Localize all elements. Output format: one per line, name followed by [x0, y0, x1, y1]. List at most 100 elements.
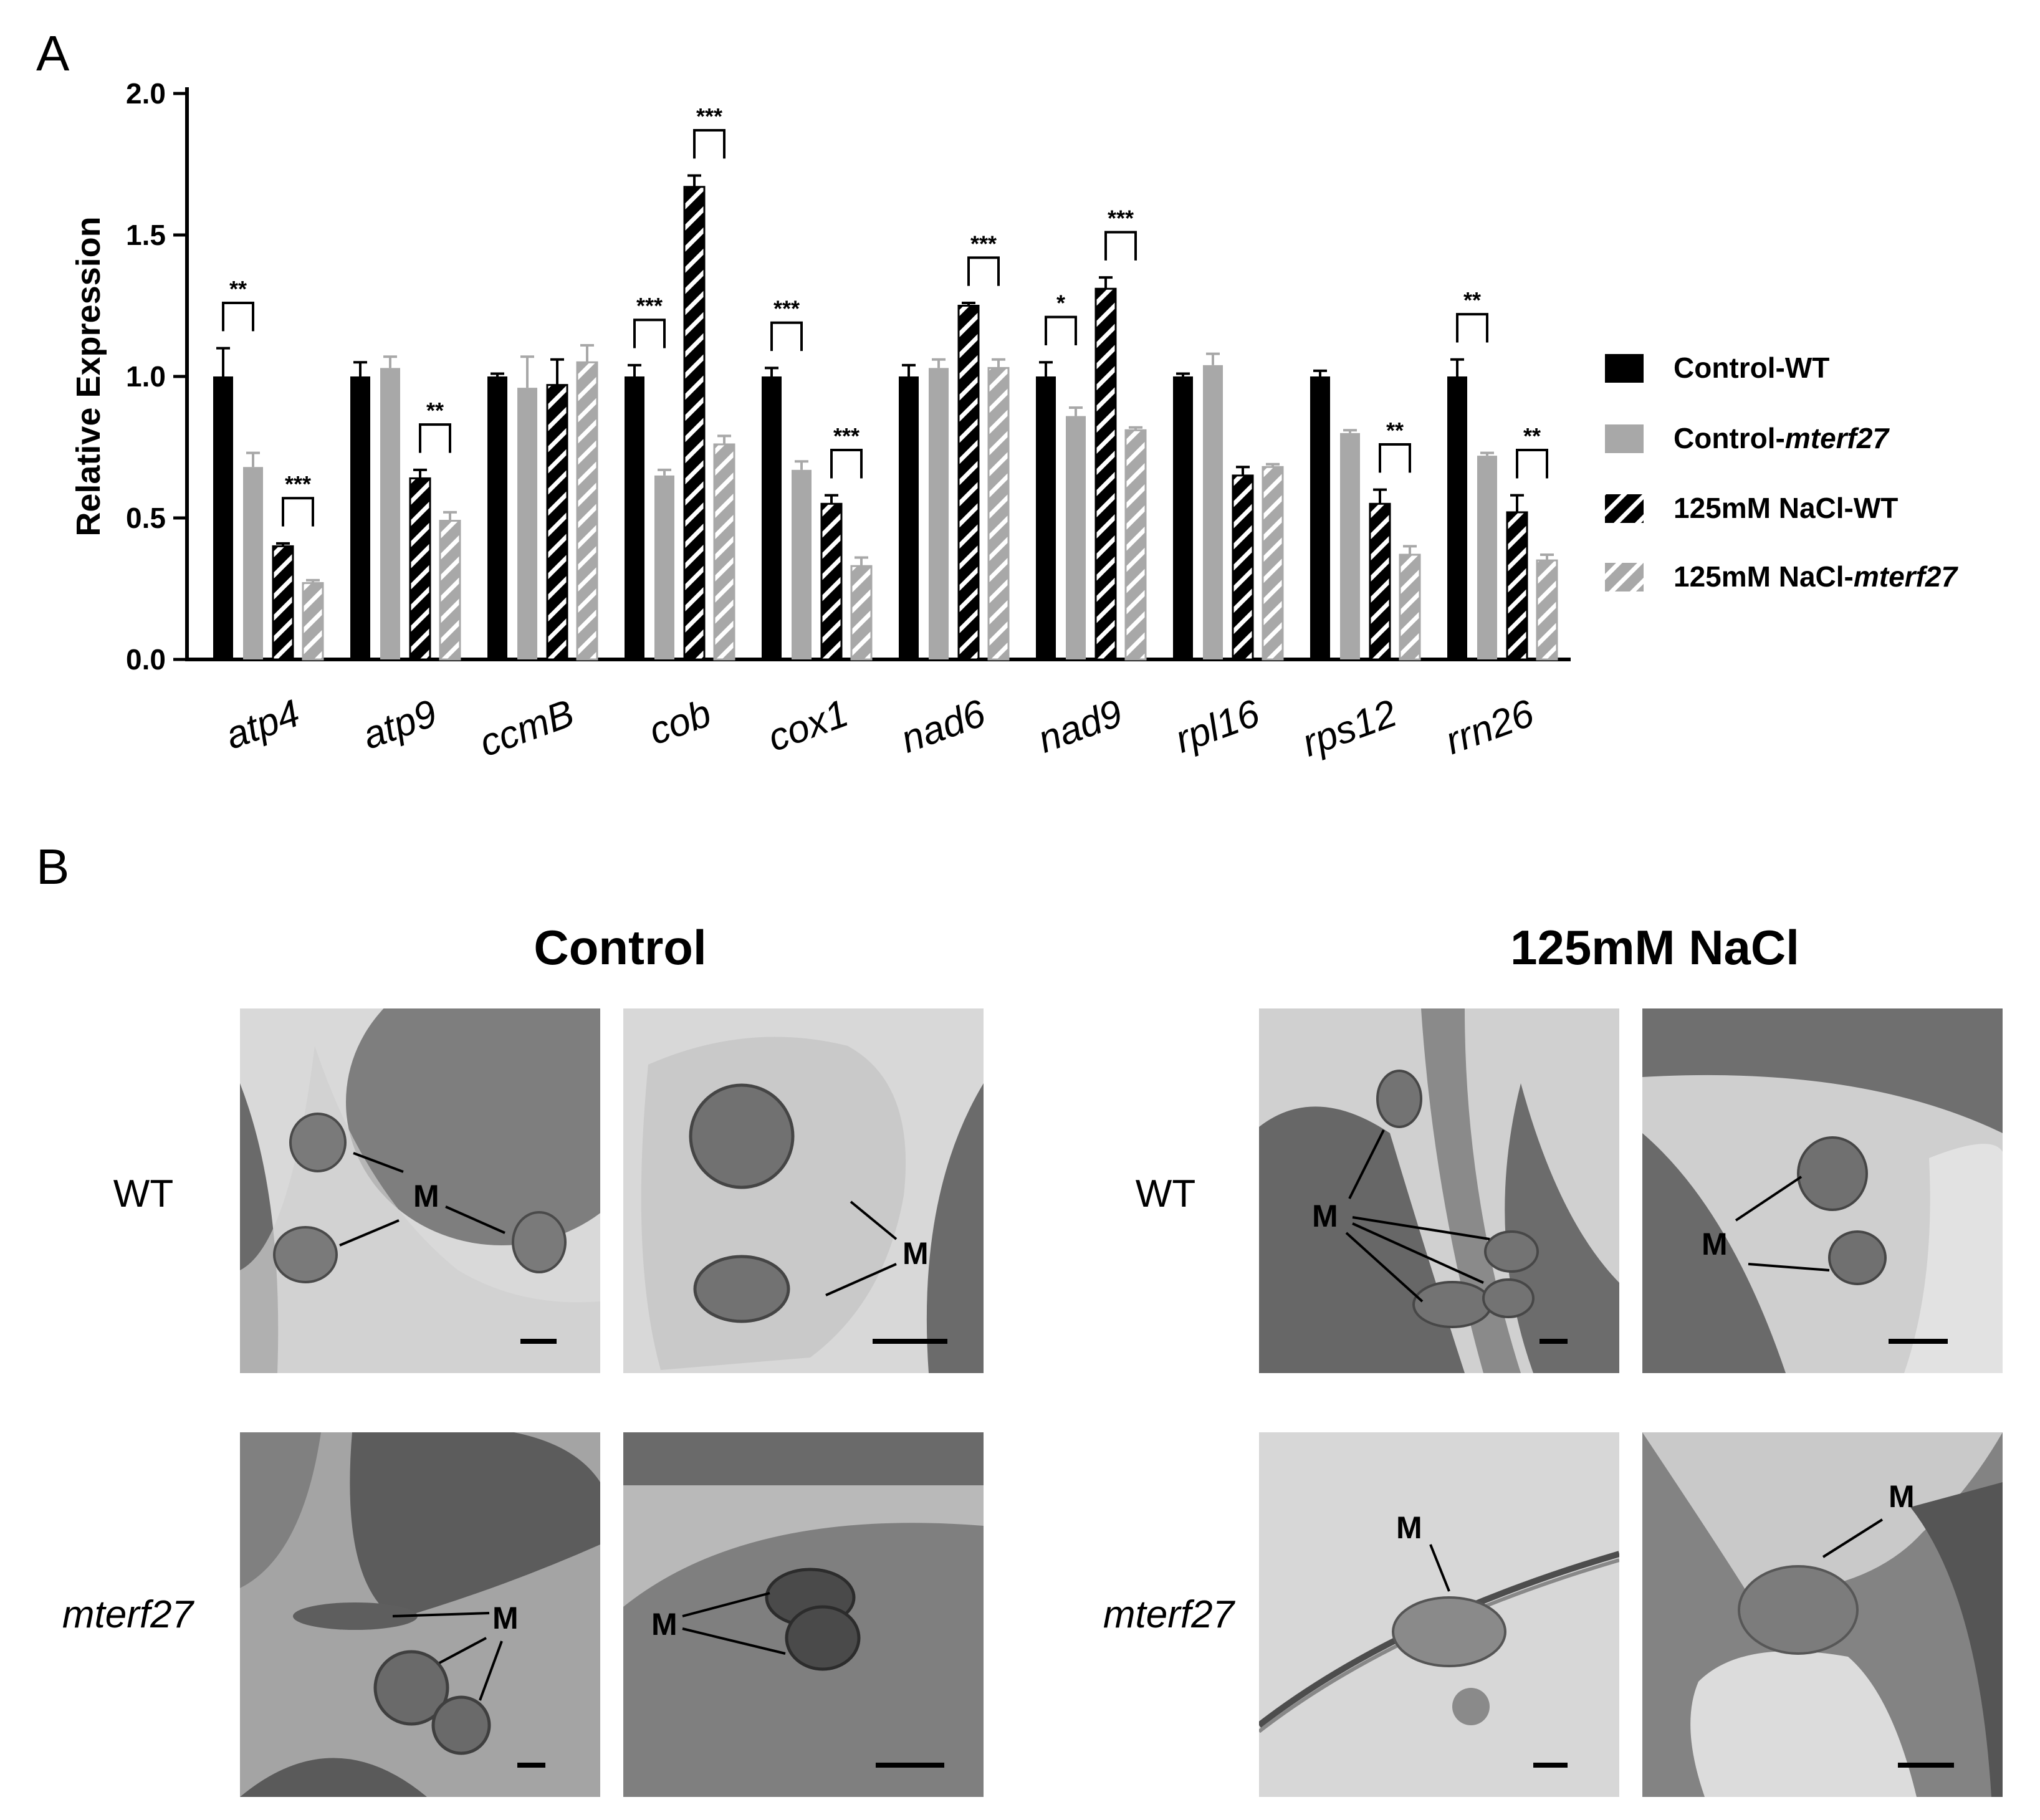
legend-label: Control-mterf27: [1674, 422, 1890, 454]
x-tick-label: atp4: [220, 692, 305, 758]
significance-bracket: [1045, 315, 1077, 346]
bar: [957, 305, 980, 661]
bar: [272, 545, 294, 661]
bar: [820, 502, 843, 661]
significance-label: ***: [696, 103, 722, 129]
mito-label: M: [651, 1607, 678, 1642]
significance-label: **: [1523, 423, 1541, 449]
bar: [1477, 456, 1497, 659]
row-label-mterf27-control: mterf27: [62, 1593, 194, 1636]
x-tick-label: rpl16: [1170, 691, 1266, 761]
bar: [1506, 511, 1528, 661]
bar: [1124, 429, 1147, 661]
row-label-wt-control: WT: [113, 1172, 174, 1215]
bar: [929, 368, 949, 659]
bar: [1094, 287, 1117, 661]
significance-bracket: [1379, 443, 1411, 473]
micrograph-nacl-mterf27-1: M: [1259, 1432, 1619, 1797]
bar: [1262, 466, 1284, 661]
bar: [576, 361, 598, 661]
mito-label: M: [492, 1601, 519, 1636]
bar: [1399, 553, 1421, 661]
significance-label: ***: [636, 293, 663, 318]
y-axis-label: Relative Expression: [70, 216, 107, 536]
bar: [302, 582, 324, 661]
bar: [1340, 433, 1360, 659]
bar: [1536, 559, 1558, 661]
bar: [1310, 376, 1330, 659]
mito-label: M: [1396, 1510, 1422, 1545]
mito-label: M: [1702, 1227, 1728, 1262]
micrograph-control-wt-1: M: [240, 1008, 600, 1373]
bar: [850, 565, 873, 661]
panel-a-letter: A: [36, 26, 70, 81]
x-tick-label: cox1: [762, 692, 854, 760]
micrograph-control-mterf27-1: M: [240, 1432, 600, 1797]
bar: [439, 520, 461, 661]
significance-label: **: [1386, 418, 1404, 443]
bar: [1447, 376, 1467, 659]
mito-label: M: [1312, 1199, 1338, 1233]
micrograph-control-wt-2: M: [623, 1008, 984, 1373]
significance-label: ***: [833, 423, 860, 449]
micrograph-control-mterf27-2: M: [623, 1432, 984, 1797]
significance-bracket: [967, 256, 1000, 286]
significance-label: ***: [970, 231, 997, 256]
legend-swatch: [1605, 563, 1644, 592]
mito-label: M: [1889, 1479, 1915, 1514]
bar: [683, 186, 706, 661]
legend-swatch: [1605, 354, 1644, 383]
y-tick-label: 2.0: [126, 77, 166, 110]
x-tick-label: ccmB: [474, 692, 580, 765]
bar: [654, 475, 674, 659]
bar: [213, 376, 233, 659]
x-tick-label: rrn26: [1440, 691, 1540, 763]
mito-label: M: [413, 1179, 439, 1214]
legend-label: 125mM NaCl-WT: [1674, 492, 1898, 524]
significance-bracket: [770, 321, 803, 352]
column-title-control: Control: [534, 920, 707, 975]
bar: [1036, 376, 1056, 659]
bar-chart: 0.0 0.5 1.0 1.5 2.0 Relative Expression atp4 at…: [70, 77, 1958, 765]
significance-bracket: [282, 497, 314, 527]
micrograph-nacl-wt-1: M: [1259, 1008, 1619, 1373]
bar: [517, 388, 537, 659]
significance-label: **: [426, 398, 444, 423]
bar: [1369, 502, 1391, 661]
significance-bracket: [693, 129, 725, 159]
x-tick-label: cob: [643, 692, 717, 754]
legend-label: 125mM NaCl-mterf27: [1674, 560, 1958, 593]
significance-bracket: [1104, 231, 1137, 261]
y-tick-label: 1.5: [126, 219, 166, 251]
significance-label: **: [229, 276, 247, 302]
significance-label: **: [1463, 287, 1481, 313]
panel-b-letter: B: [36, 839, 70, 894]
micrograph-nacl-wt-2: M: [1642, 1008, 2003, 1373]
bar: [1173, 376, 1193, 659]
bar: [350, 376, 370, 659]
y-tick-label: 0.5: [126, 502, 166, 534]
mito-label: M: [903, 1236, 929, 1271]
significance-bracket: [1516, 449, 1548, 479]
bar: [792, 469, 812, 659]
x-tick-label: rps12: [1296, 692, 1402, 765]
x-tick-label: atp9: [357, 692, 443, 758]
row-label-mterf27-nacl: mterf27: [1103, 1593, 1235, 1636]
micrograph-nacl-mterf27-2: M: [1642, 1432, 2003, 1797]
bar: [487, 376, 507, 659]
y-tick-label: 1.0: [126, 360, 166, 393]
significance-bracket: [633, 318, 666, 348]
column-title-nacl: 125mM NaCl: [1510, 920, 1799, 975]
bar: [1232, 474, 1254, 661]
bar: [713, 443, 735, 661]
bar: [546, 384, 568, 661]
row-label-wt-nacl: WT: [1135, 1172, 1196, 1215]
significance-label: ***: [1108, 205, 1134, 231]
legend-label: Control-WT: [1674, 352, 1829, 384]
legend-swatch: [1605, 424, 1644, 453]
significance-bracket: [419, 423, 451, 453]
bar: [1203, 365, 1223, 659]
x-tick-label: nad9: [1033, 692, 1128, 762]
significance-bracket: [830, 449, 863, 479]
